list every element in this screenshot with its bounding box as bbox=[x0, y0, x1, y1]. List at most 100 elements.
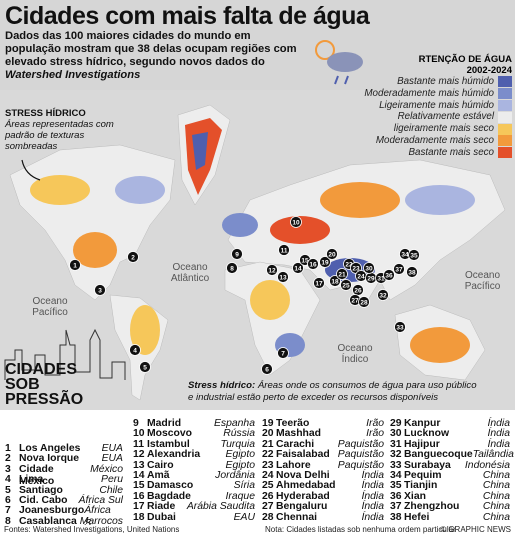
city-country: Rússia bbox=[223, 428, 255, 440]
city-item: 7 Joanesburgo África S. bbox=[5, 505, 123, 529]
stress-note: Stress hídrico: Áreas onde os consumos d… bbox=[188, 380, 478, 403]
legend-label: ligeiramente mais seco bbox=[393, 123, 494, 135]
city-item: 1 Los Angeles EUA bbox=[5, 443, 123, 455]
city-name: Los Angeles bbox=[19, 443, 81, 454]
city-name: Hajipur bbox=[404, 438, 440, 450]
city-country: EAU bbox=[233, 511, 255, 523]
city-item: 3 Cidade México México bbox=[5, 463, 123, 487]
city-item: 12 Alexandria Egipto bbox=[133, 449, 255, 461]
subtitle-text: Dados das 100 maiores cidades do mundo e… bbox=[5, 30, 297, 68]
city-marker bbox=[313, 277, 325, 289]
legend-item: Bastante mais húmido bbox=[364, 76, 512, 88]
city-marker-label: 29 bbox=[367, 276, 375, 283]
city-name: Riade bbox=[147, 501, 176, 513]
city-number: 18 bbox=[133, 511, 145, 523]
city-item: 4 Lima Peru bbox=[5, 474, 123, 486]
city-marker bbox=[69, 259, 81, 271]
city-number: 32 bbox=[390, 449, 402, 461]
legend-swatch bbox=[498, 147, 512, 159]
city-country: Espanha bbox=[213, 418, 255, 429]
city-marker bbox=[266, 264, 278, 276]
city-name: Lima bbox=[19, 474, 44, 486]
city-marker-label: 24 bbox=[357, 274, 365, 281]
pointer bbox=[21, 159, 41, 181]
city-number: 33 bbox=[390, 459, 402, 471]
city-name: Pequim bbox=[404, 470, 442, 481]
city-number: 8 bbox=[5, 515, 11, 527]
city-country: Tailândia bbox=[472, 449, 514, 461]
city-marker-label: 36 bbox=[385, 273, 393, 280]
city-country: China bbox=[482, 470, 510, 481]
city-marker-label: 28 bbox=[360, 300, 368, 307]
city-item: 28 Chennai Índia bbox=[262, 512, 384, 524]
city-number: 36 bbox=[390, 490, 402, 502]
city-number: 21 bbox=[262, 438, 274, 450]
city-number: 27 bbox=[262, 501, 274, 513]
city-marker-label: 18 bbox=[331, 279, 339, 286]
city-marker bbox=[336, 268, 348, 280]
city-country: Índia bbox=[487, 438, 510, 450]
city-number: 3 bbox=[5, 463, 11, 475]
city-marker-label: 15 bbox=[301, 258, 309, 265]
city-item: 25 Ahmedabad Índia bbox=[262, 480, 384, 492]
city-marker bbox=[307, 258, 319, 270]
credit: © GRAPHIC NEWS bbox=[440, 525, 511, 534]
ocean-label: Oceano Pacífico bbox=[32, 296, 68, 318]
city-name: Lahore bbox=[276, 459, 311, 471]
city-name: Moscovo bbox=[147, 428, 193, 440]
city-item: 37 Zhengzhou China bbox=[390, 501, 510, 513]
city-marker-label: 16 bbox=[309, 262, 317, 269]
city-item: 13 Cairo Egipto bbox=[133, 460, 255, 472]
legend-swatch bbox=[498, 88, 512, 100]
legend-item: Moderadamente mais seco bbox=[364, 135, 512, 147]
city-country: Egipto bbox=[225, 459, 255, 471]
stress-note-term: Stress hídrico: bbox=[188, 380, 256, 391]
city-number: 19 bbox=[262, 418, 274, 429]
city-marker-label: 26 bbox=[354, 288, 362, 295]
city-marker bbox=[261, 363, 273, 375]
city-number: 11 bbox=[133, 438, 144, 450]
city-marker-label: 6 bbox=[265, 367, 269, 374]
city-country: China bbox=[482, 511, 510, 523]
city-list: 1 Los Angeles EUA 2 Nova Iorque EUA 3 Cidade Mé… bbox=[0, 410, 515, 529]
city-marker-label: 32 bbox=[379, 293, 387, 300]
city-item: 11 Istambul Turquia bbox=[133, 439, 255, 451]
subtitle: Dados das 100 maiores cidades do mundo e… bbox=[5, 30, 305, 82]
city-item: 10 Moscovo Rússia bbox=[133, 428, 255, 440]
city-country: Paquistão bbox=[337, 438, 384, 450]
city-marker-label: 7 bbox=[281, 351, 285, 358]
city-marker-label: 14 bbox=[294, 266, 302, 273]
city-marker-label: 35 bbox=[410, 253, 418, 260]
city-country: Peru bbox=[101, 474, 123, 486]
city-item: 2 Nova Iorque EUA bbox=[5, 453, 123, 465]
city-number: 16 bbox=[133, 490, 145, 502]
city-item: 18 Dubai EAU bbox=[133, 512, 255, 524]
ocean-label: Oceano Índico bbox=[337, 343, 373, 365]
city-item: 34 Pequim China bbox=[390, 470, 510, 482]
city-marker bbox=[277, 347, 289, 359]
city-name: Amã bbox=[147, 470, 170, 481]
city-marker bbox=[326, 248, 338, 260]
city-country: África S. bbox=[84, 505, 111, 529]
city-marker-label: 31 bbox=[377, 276, 385, 283]
city-number: 34 bbox=[390, 470, 402, 481]
city-country: Índia bbox=[361, 511, 384, 523]
city-name: Banguecoque bbox=[404, 449, 473, 461]
legend-swatch bbox=[498, 135, 512, 147]
city-item: 24 Nova Delhi Índia bbox=[262, 470, 384, 482]
city-number: 9 bbox=[133, 418, 139, 429]
city-country: Paquistão bbox=[337, 449, 384, 461]
city-country: Egipto bbox=[225, 449, 255, 461]
city-marker bbox=[292, 262, 304, 274]
legend-title: RTENÇÃO DE ÁGUA bbox=[418, 54, 512, 65]
city-name: Bengaluru bbox=[276, 501, 328, 513]
city-number: 30 bbox=[390, 428, 402, 440]
city-marker-label: 22 bbox=[345, 262, 353, 269]
city-number: 13 bbox=[133, 459, 145, 471]
city-marker-label: 23 bbox=[352, 266, 360, 273]
city-marker bbox=[340, 279, 352, 291]
city-item: 9 Madrid Espanha bbox=[133, 418, 255, 430]
city-country: EUA bbox=[101, 443, 123, 454]
